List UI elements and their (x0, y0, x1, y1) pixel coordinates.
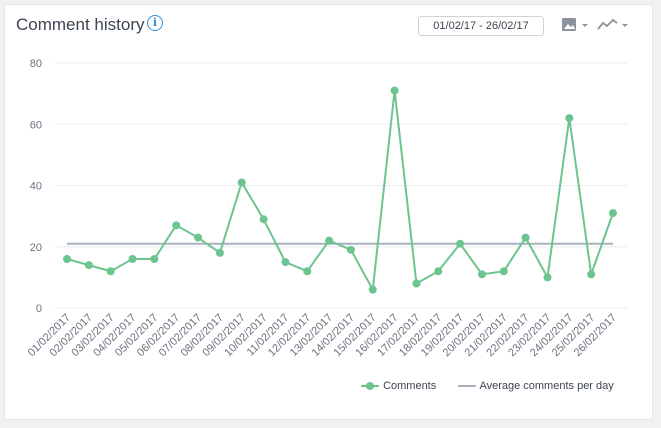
image-export-button[interactable] (560, 17, 590, 33)
image-icon (562, 18, 588, 31)
legend-marker-comments (361, 382, 379, 391)
legend-item-average[interactable]: Average comments per day (457, 380, 614, 392)
comments-line (66, 90, 614, 293)
chevron-down-icon (622, 24, 628, 27)
data-point (587, 270, 596, 279)
info-icon[interactable]: i (147, 15, 163, 31)
legend-label-comments: Comments (383, 380, 437, 392)
data-point (477, 270, 486, 279)
date-range-picker[interactable]: 01/02/17 - 26/02/17 (418, 16, 544, 36)
chevron-down-icon (582, 24, 588, 27)
y-tick-label: 40 (30, 181, 42, 193)
data-point (609, 209, 617, 218)
chart-card (4, 4, 653, 420)
data-point (499, 267, 508, 276)
data-point (106, 267, 115, 276)
data-point (346, 245, 355, 254)
y-tick-label: 60 (30, 119, 42, 131)
data-point (303, 267, 312, 276)
data-point (215, 248, 224, 257)
data-point (456, 239, 465, 248)
chart-type-button[interactable] (597, 17, 629, 33)
data-point (237, 178, 246, 187)
y-tick-label: 20 (30, 242, 42, 254)
data-point (565, 114, 574, 123)
data-point (368, 285, 377, 294)
data-point (84, 261, 93, 270)
data-point (172, 221, 181, 230)
legend-marker-average (458, 385, 476, 388)
data-point (128, 255, 137, 263)
data-point (281, 258, 290, 267)
data-point (325, 236, 334, 245)
data-point (259, 215, 268, 224)
data-point (412, 279, 421, 288)
data-point (63, 255, 71, 263)
data-point (543, 273, 552, 282)
data-point (521, 233, 530, 242)
y-tick-label: 0 (36, 303, 42, 315)
legend-item-comments[interactable]: Comments (360, 380, 436, 392)
data-point (150, 255, 159, 263)
data-point (194, 233, 203, 242)
data-point (390, 86, 399, 95)
chart-title: Comment history (16, 15, 145, 34)
line-chart-icon (597, 18, 628, 30)
data-point (434, 267, 443, 276)
legend-label-average: Average comments per day (479, 380, 614, 392)
y-tick-label: 80 (30, 58, 42, 70)
